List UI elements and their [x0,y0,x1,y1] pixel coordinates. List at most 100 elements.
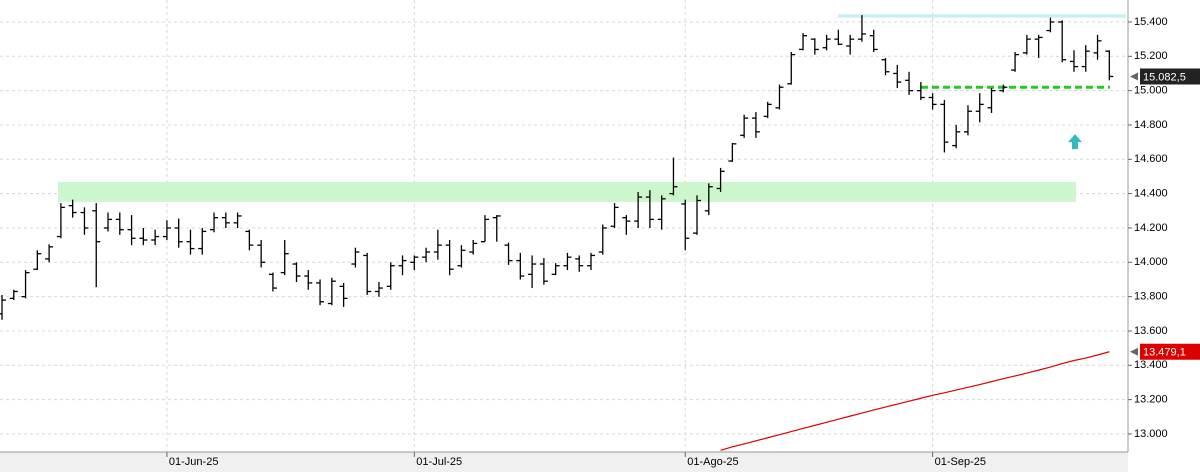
ohlc-bar [528,255,537,289]
price-tag-label: 13.479,1 [1143,347,1186,359]
ohlc-bar [905,71,914,95]
ohlc-bar [210,212,219,233]
ohlc-bar [775,84,784,110]
y-tick-label: 15.400 [1134,16,1168,28]
ohlc-bar [0,294,6,320]
ohlc-bar [952,124,961,149]
ohlc-bar [316,279,325,306]
ohlc-bar [151,229,160,246]
price-tag-pointer [1130,72,1138,81]
ohlc-bar [704,183,713,216]
ohlc-bar [422,247,431,263]
ohlc-bar [999,84,1008,93]
y-tick-label: 14.000 [1134,256,1168,268]
ohlc-bar [822,34,831,51]
ohlc-bar [162,220,171,240]
x-tick-label: 01-Sep-25 [935,456,986,468]
ohlc-bar [339,282,348,307]
ohlc-bar [469,239,478,255]
ohlc-bar [539,258,548,285]
ohlc-bar [245,229,254,251]
ohlc-bar [304,270,313,290]
ohlc-bar [80,207,89,235]
ohlc-bar [457,245,466,268]
ohlc-bar [1105,50,1114,81]
ohlc-bar [374,282,383,297]
annotations [58,14,1126,202]
ohlc-bar [622,215,631,235]
ohlc-bar [1069,50,1078,72]
ohlc-bar [1081,45,1090,72]
ohlc-bar [587,252,595,271]
y-tick-label: 13.200 [1134,394,1168,406]
ohlc-bar [351,247,360,268]
ohlc-bar [1058,20,1067,63]
ohlc-bar [598,224,607,255]
ohlc-bar [551,263,560,276]
y-tick-label: 14.200 [1134,222,1168,234]
ohlc-bar [174,218,183,248]
ohlc-bar [1093,34,1102,60]
ohlc-bar [881,58,890,76]
ohlc-bar [1034,34,1043,59]
ohlc-bar [751,112,760,138]
ohlc-bar [104,212,113,232]
ohlc-bar [893,64,902,89]
ohlc-bar [9,289,18,301]
ohlc-bar [763,101,772,119]
y-tick-label: 13.800 [1134,291,1168,303]
ohlc-bar [445,239,454,276]
ohlc-bar [480,215,489,243]
ohlc-bar [68,199,77,218]
x-tick-label: 01-Jul-25 [416,456,462,468]
ohlc-bar [186,229,195,255]
arrow [1068,134,1082,150]
ohlc-bar [869,29,878,53]
price-tag-pointer [1130,347,1138,356]
ohlc-bar [492,215,501,242]
ohlc-bar [634,191,643,228]
y-tick-label: 13.600 [1134,325,1168,337]
ohlc-bar [693,195,702,235]
ohlc-bar [669,157,678,196]
ohlc-bar [386,262,395,290]
y-tick-label: 15.200 [1134,50,1168,62]
ohlc-bar [681,199,690,251]
ohlc-bar [127,215,136,246]
ohlc-bar [916,82,925,101]
ohlc-bar [257,239,266,268]
ohlc-bar [645,190,654,228]
price-tag-label: 15.082,5 [1143,71,1186,83]
ohlc-bar [928,93,937,110]
ohlc-bar [575,255,584,272]
ohlc-bar [787,52,796,85]
ohlc-bar [857,15,866,42]
ohlc-bar [846,34,855,55]
price-tag [1140,68,1200,85]
ohlc-bar [233,212,242,228]
x-axis-strip [0,452,1200,472]
ohlc-bar [398,255,407,276]
ohlc-bar [1022,34,1031,55]
ohlc-bar [834,29,843,46]
ohlc-bar [504,242,513,265]
ohlc-bar [198,227,207,255]
ohlc-bar [975,93,984,123]
ohlc-bar [292,262,301,283]
ohlc-bar [33,250,42,271]
x-tick-label: 01-Jun-25 [169,456,219,468]
y-tick-label: 13.000 [1134,428,1168,440]
ohlc-bar [92,203,101,288]
ohlc-bar [280,239,289,276]
ohlc-bar [610,203,619,228]
ohlc-bar [810,38,819,55]
ohlc-bar [740,114,749,138]
x-tick-label: 01-Ago-25 [687,456,738,468]
y-tick-label: 14.400 [1134,188,1168,200]
ohlc-bar [657,195,666,230]
ohlc-bar [115,212,124,235]
y-tick-label: 14.800 [1134,119,1168,131]
ohlc-bar [410,255,419,271]
moving-average [720,351,1110,451]
ohlc-bar [45,244,54,263]
